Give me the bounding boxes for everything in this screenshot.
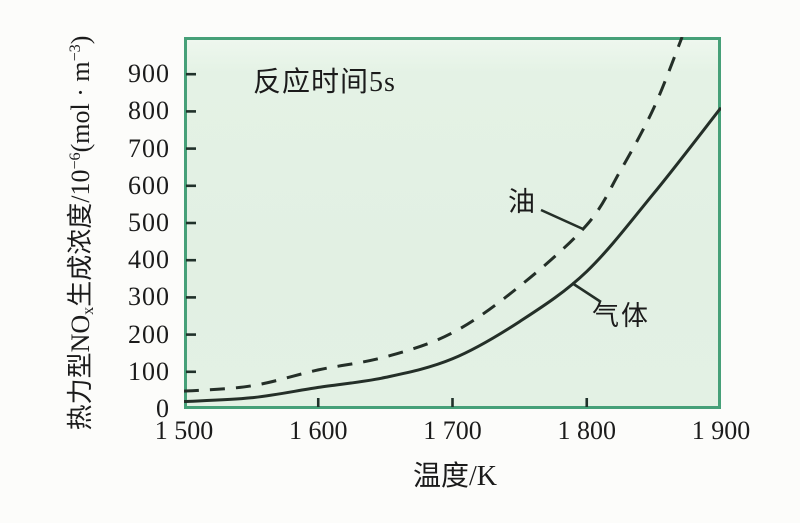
y-tick-label: 0 — [156, 394, 170, 423]
x-tick-label: 1 600 — [289, 416, 348, 445]
annotation-reaction-time: 反应时间5s — [253, 67, 396, 98]
y-axis-title-text: ) — [65, 35, 95, 45]
y-tick-label: 200 — [128, 319, 170, 349]
series-label-oil: 油 — [508, 187, 537, 217]
y-tick-label: 300 — [128, 282, 170, 312]
y-tick-label: 600 — [128, 170, 170, 200]
y-tick-label: 900 — [128, 59, 170, 89]
x-tick-label: 1 900 — [691, 416, 751, 445]
x-tick-label: 1 700 — [423, 416, 482, 445]
y-tick-label: 700 — [128, 133, 170, 163]
y-tick-label: 800 — [128, 96, 170, 126]
y-tick-label: 400 — [128, 245, 170, 275]
y-tick-label: 500 — [128, 208, 170, 237]
x-tick-label: 1 800 — [557, 416, 617, 445]
x-tick-label: 1 500 — [154, 416, 214, 445]
y-tick-label: 100 — [128, 356, 170, 386]
x-axis-title: 温度/K — [412, 461, 497, 492]
series-label-gas: 气体 — [592, 301, 650, 331]
